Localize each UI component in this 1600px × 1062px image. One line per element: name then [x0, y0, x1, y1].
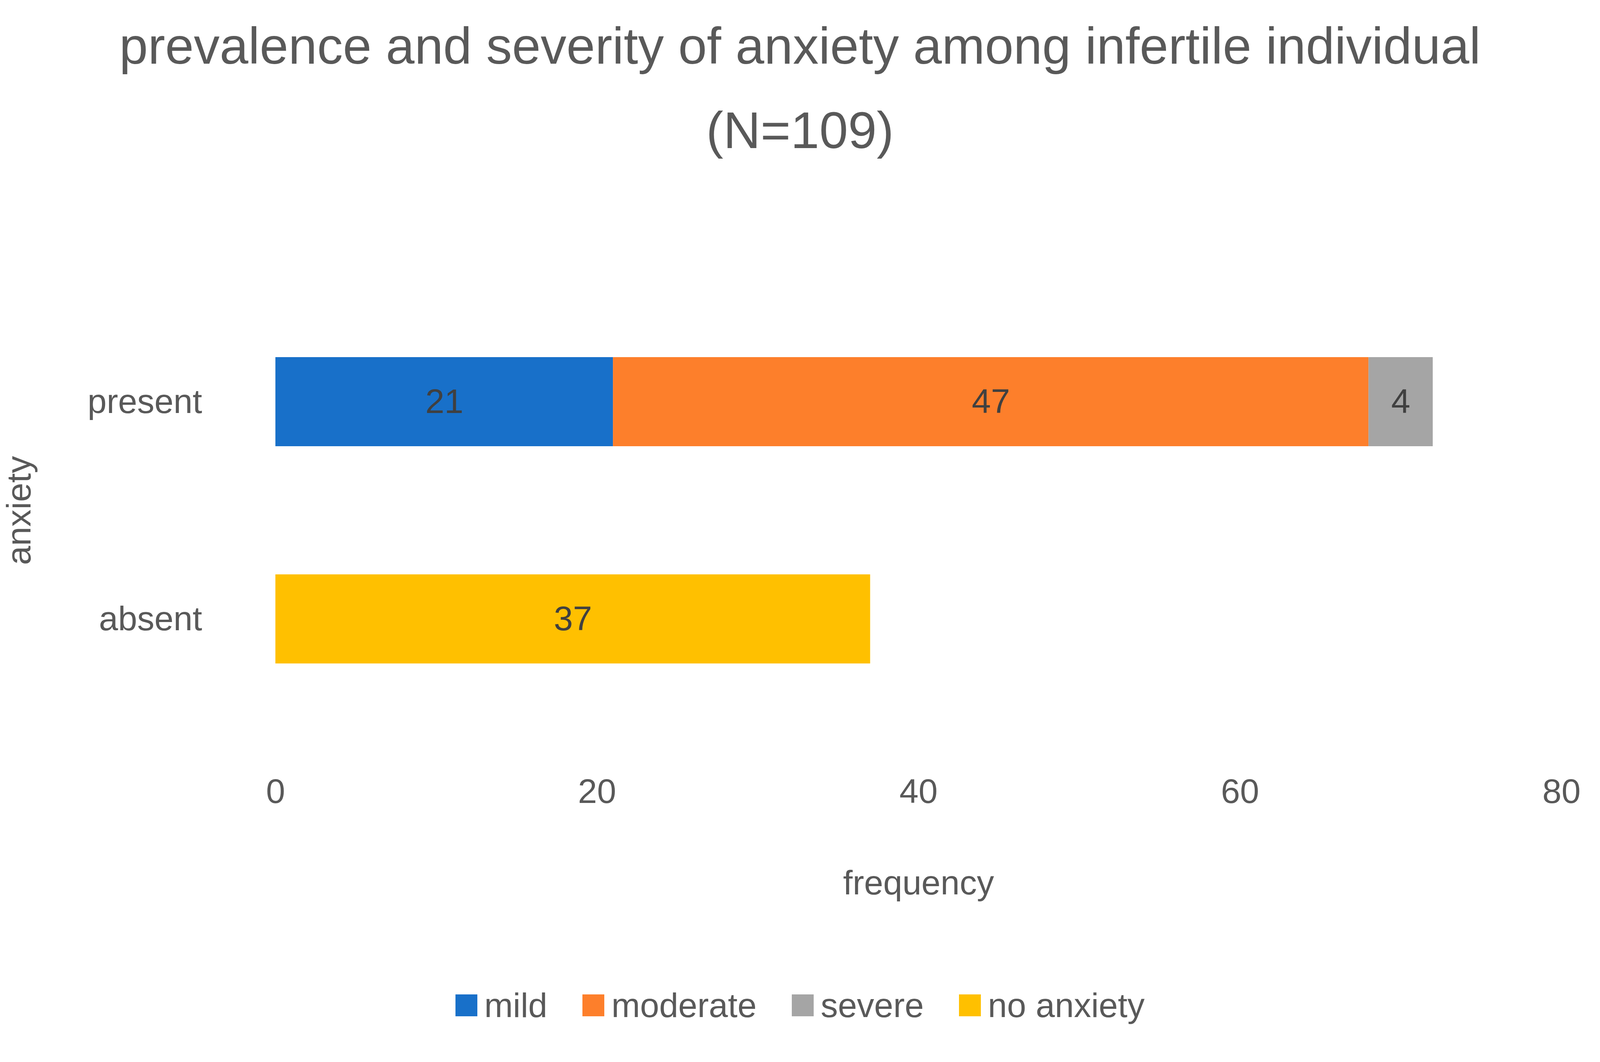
svg-text:37: 37	[553, 598, 593, 638]
svg-text:21: 21	[425, 381, 464, 421]
svg-text:frequency: frequency	[842, 862, 994, 902]
svg-text:40: 40	[899, 771, 938, 811]
html-text:severe: severe	[820, 985, 924, 1025]
html-text:moderate: moderate	[611, 985, 757, 1025]
svg-text:absent: absent	[98, 598, 202, 638]
html-text:no anxiety: no anxiety	[987, 985, 1145, 1025]
svg-text:0: 0	[266, 771, 286, 811]
svg-text:anxiety: anxiety	[0, 455, 38, 565]
svg-text:present: present	[87, 381, 203, 421]
svg-text:20: 20	[578, 771, 617, 811]
html-text:prevalence and severity of anx: prevalence and severity of anxiety among…	[119, 17, 1481, 159]
svg-text:80: 80	[1542, 771, 1581, 811]
svg-text:60: 60	[1221, 771, 1260, 811]
svg-text:47: 47	[971, 381, 1011, 421]
html-text:mild: mild	[484, 985, 548, 1025]
svg-text:4: 4	[1391, 381, 1411, 421]
